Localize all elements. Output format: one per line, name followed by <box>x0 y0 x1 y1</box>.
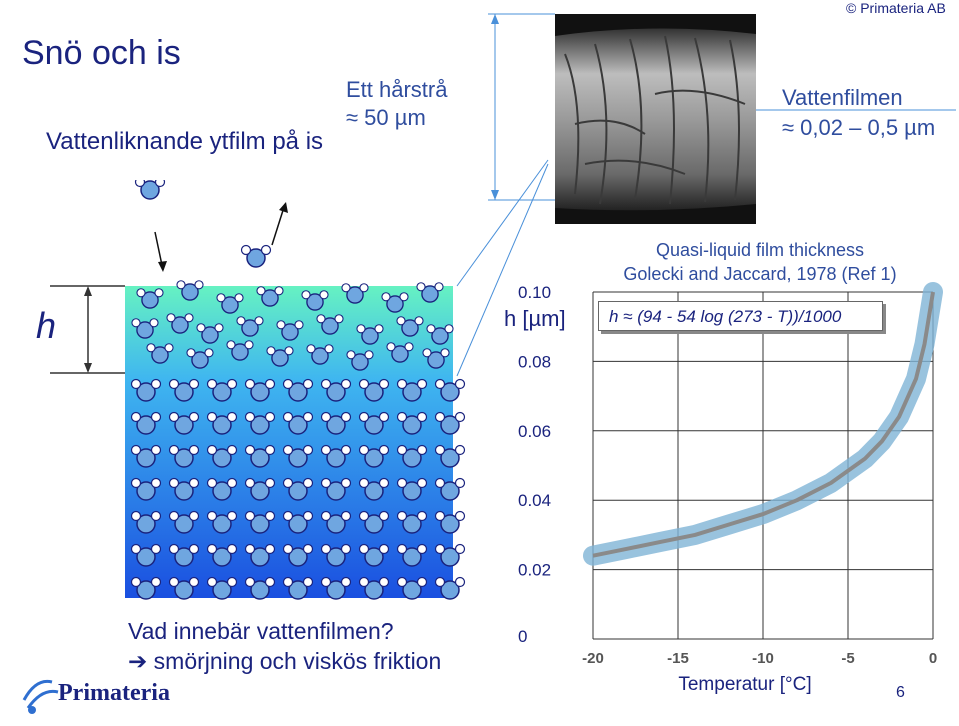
primateria-logo-icon <box>22 679 59 714</box>
question-block: Vad innebär vattenfilmen? ➔ smörjning oc… <box>128 616 441 676</box>
plot-area <box>580 290 935 640</box>
formula-box: h ≈ (94 - 54 log (273 - T))/1000 <box>598 301 883 331</box>
question-line2: ➔ smörjning och viskös friktion <box>128 648 442 674</box>
film-label: Vattenfilmen ≈ 0,02 – 0,5 µm <box>782 83 935 143</box>
question-line1: Vad innebär vattenfilmen? <box>128 618 394 644</box>
film-thickness-chart: -20 -15 -10 -5 0 0 0.02 0.04 0.06 0.08 0.10 h [µm]… <box>504 282 943 695</box>
chart-title: Quasi-liquid film thickness <box>655 240 865 260</box>
film-label-line1: Vattenfilmen <box>782 85 903 110</box>
y-tick-label: 0.02 <box>518 561 551 580</box>
x-tick-label: -5 <box>841 650 854 667</box>
y-tick-label: 0.04 <box>518 491 551 510</box>
hair-photo <box>555 14 756 224</box>
chart-title-block: Quasi-liquid film thickness Golecki and … <box>590 238 930 286</box>
film-label-line2: ≈ 0,02 – 0,5 µm <box>782 115 936 140</box>
tick-labels: -20 -15 -10 -5 0 0 0.02 0.04 0.06 0.08 0.10 <box>518 283 937 667</box>
hair-label: Ett hårstrå ≈ 50 µm <box>346 76 447 132</box>
y-tick-label: 0.10 <box>518 283 551 302</box>
hair-label-line2: ≈ 50 µm <box>346 105 426 130</box>
x-tick-label: -10 <box>752 650 774 667</box>
ice-diagram <box>50 180 466 600</box>
slide-subtitle: Vattenliknande ytfilm på is <box>46 128 324 155</box>
y-axis-label: h [µm] <box>504 306 566 331</box>
x-tick-label: 0 <box>929 650 937 667</box>
logo-text: Primateria <box>58 680 170 706</box>
slide-title: Snö och is <box>22 34 181 72</box>
x-tick-label: -20 <box>582 650 604 667</box>
page-number: 6 <box>896 684 905 701</box>
x-tick-label: -15 <box>667 650 689 667</box>
y-tick-label: 0.08 <box>518 352 551 371</box>
curve-line <box>592 291 935 558</box>
chart-subtitle: Golecki and Jaccard, 1978 (Ref 1) <box>623 264 897 284</box>
h-label: h <box>36 305 57 346</box>
y-tick-label: 0 <box>518 627 527 646</box>
y-tick-label: 0.06 <box>518 422 551 441</box>
x-axis-label: Temperatur [°C] <box>678 674 811 695</box>
curve-group <box>583 282 943 566</box>
copyright: © Primateria AB <box>846 0 946 16</box>
hair-label-line1: Ett hårstrå <box>346 77 448 102</box>
